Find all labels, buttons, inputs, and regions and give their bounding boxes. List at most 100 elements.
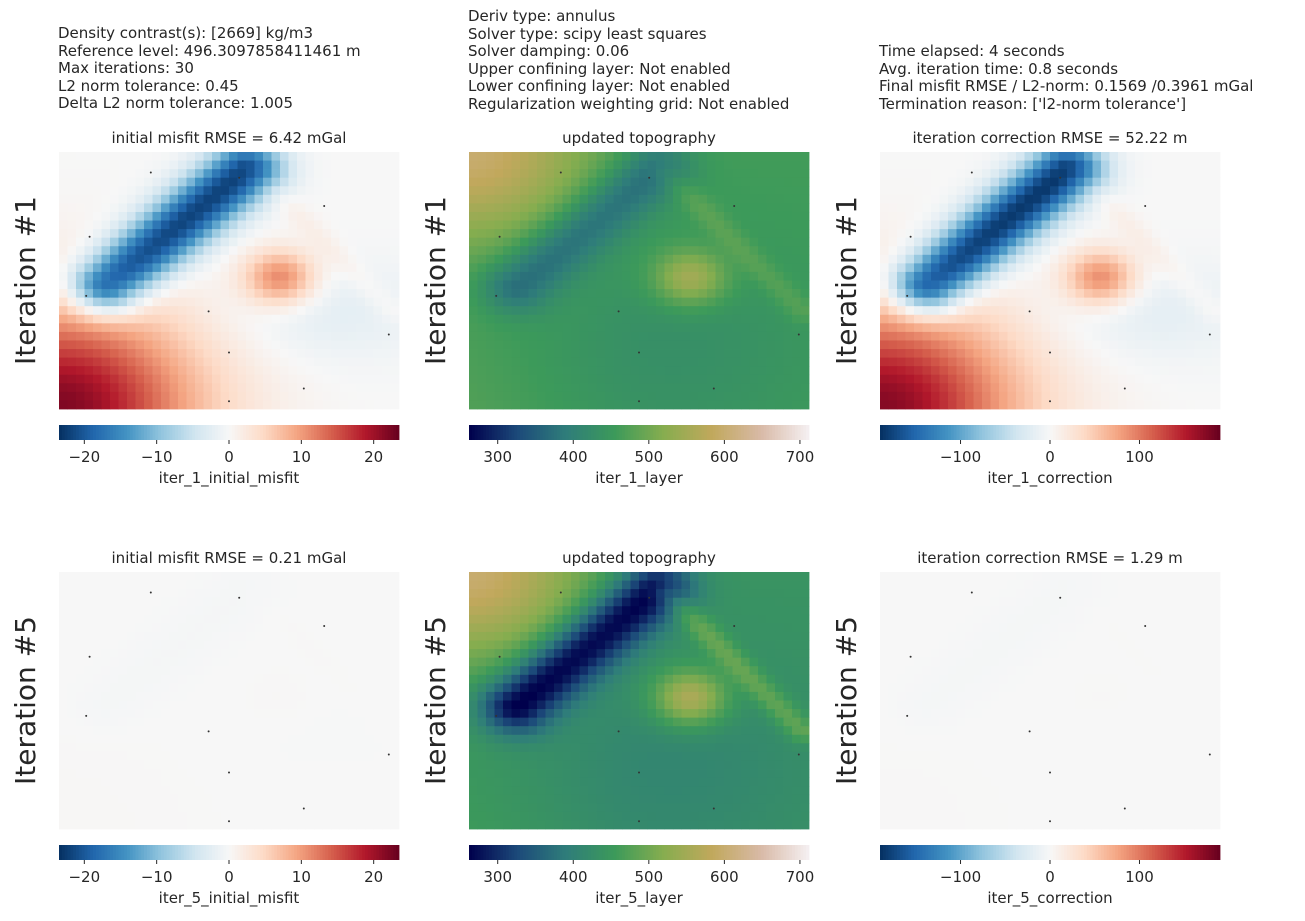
heatmap-cell <box>792 280 801 290</box>
colorbar-segment <box>1180 425 1184 440</box>
heatmap-cell <box>630 323 640 333</box>
heatmap-cell <box>503 280 512 290</box>
heatmap-cell <box>161 606 170 616</box>
heatmap-cell <box>724 220 733 230</box>
heatmap-cell <box>135 769 145 778</box>
heatmap-cell <box>110 220 119 230</box>
heatmap-cell <box>1058 383 1068 393</box>
heatmap-cell <box>229 160 238 170</box>
heatmap-cell <box>271 631 281 641</box>
heatmap-cell <box>288 597 298 607</box>
heatmap-cell <box>1109 297 1119 307</box>
heatmap-cell <box>554 374 563 384</box>
heatmap-cell <box>922 194 932 204</box>
heatmap-cell <box>707 237 716 247</box>
heatmap-cell <box>84 229 94 239</box>
heatmap-cell <box>647 271 657 281</box>
heatmap-cell <box>1135 220 1144 230</box>
heatmap-cell <box>698 314 708 324</box>
heatmap-cell <box>656 246 665 256</box>
heatmap-cell <box>897 160 906 170</box>
heatmap-cell <box>613 160 623 170</box>
heatmap-cell <box>1033 297 1042 307</box>
heatmap-cell <box>1203 211 1212 221</box>
heatmap-cell <box>956 391 966 401</box>
heatmap-cell <box>783 357 793 367</box>
heatmap-cell <box>1186 254 1195 264</box>
heatmap-cell <box>169 186 179 196</box>
heatmap-cell <box>161 340 170 350</box>
heatmap-cell <box>152 297 162 307</box>
heatmap-cell <box>152 323 162 333</box>
heatmap-cell <box>888 357 898 367</box>
heatmap-cell <box>1143 229 1153 239</box>
heatmap-cell <box>766 306 776 316</box>
colorbar-segment <box>622 425 626 440</box>
colorbar-segment <box>925 425 929 440</box>
heatmap-cell <box>630 374 640 384</box>
colorbar-segment <box>497 425 501 440</box>
heatmap-cell <box>382 674 391 684</box>
heatmap-cell <box>246 383 255 393</box>
heatmap-cell <box>339 726 349 736</box>
heatmap-cell <box>511 391 521 401</box>
heatmap-cell <box>118 220 128 230</box>
heatmap-cell <box>775 357 784 367</box>
heatmap-cell <box>195 726 204 736</box>
colorbar-segment <box>186 425 190 440</box>
heatmap-cell <box>1058 349 1068 358</box>
heatmap-cell <box>280 374 289 384</box>
heatmap-cell <box>766 152 776 161</box>
heatmap-cell <box>67 177 77 187</box>
heatmap-cell <box>297 366 306 376</box>
heatmap-cell <box>571 169 580 179</box>
heatmap-cell <box>537 211 546 221</box>
heatmap-cell <box>314 726 323 736</box>
heatmap-cell <box>127 691 136 701</box>
heatmap-cell <box>76 691 85 701</box>
heatmap-cell <box>382 340 391 350</box>
heatmap-cell <box>288 314 298 324</box>
heatmap-cell <box>939 271 949 281</box>
heatmap-cell <box>724 271 733 281</box>
heatmap-cell <box>520 280 529 290</box>
heatmap-cell <box>246 597 255 607</box>
heatmap-cell <box>246 683 255 693</box>
heatmap-cell <box>322 340 332 350</box>
heatmap-cell <box>545 194 555 204</box>
heatmap-cell <box>220 769 230 778</box>
heatmap-cell <box>152 657 162 667</box>
colorbar-segment <box>675 425 680 440</box>
heatmap-cell <box>724 211 733 221</box>
heatmap-cell <box>1041 306 1051 316</box>
heatmap-cell <box>939 203 949 213</box>
heatmap-cell <box>186 657 196 667</box>
heatmap-cell <box>905 203 915 213</box>
heatmap-cell <box>613 211 623 221</box>
heatmap-cell <box>880 263 889 273</box>
heatmap-cell <box>1101 254 1110 264</box>
heatmap-cell <box>741 152 750 161</box>
heatmap-cell <box>792 357 801 367</box>
heatmap-cell <box>888 177 898 187</box>
heatmap-cell <box>579 220 589 230</box>
heatmap-cell <box>897 186 906 196</box>
heatmap-cell <box>186 691 196 701</box>
heatmap-cell <box>880 160 889 170</box>
heatmap-cell <box>741 289 750 299</box>
heatmap-cell <box>135 357 145 367</box>
heatmap-cell <box>939 237 949 247</box>
heatmap-cell <box>348 734 357 744</box>
heatmap-cell <box>1067 237 1076 247</box>
heatmap-cell <box>922 254 932 264</box>
heatmap-cell <box>571 323 580 333</box>
heatmap-cell <box>571 237 580 247</box>
heatmap-cell <box>554 211 563 221</box>
heatmap-cell <box>271 271 281 281</box>
heatmap-cell <box>288 374 298 384</box>
heatmap-cell <box>948 331 957 341</box>
heatmap-cell <box>503 160 512 170</box>
heatmap-cell <box>562 400 572 410</box>
heatmap-cell <box>246 589 255 599</box>
heatmap-cell <box>990 254 1000 264</box>
